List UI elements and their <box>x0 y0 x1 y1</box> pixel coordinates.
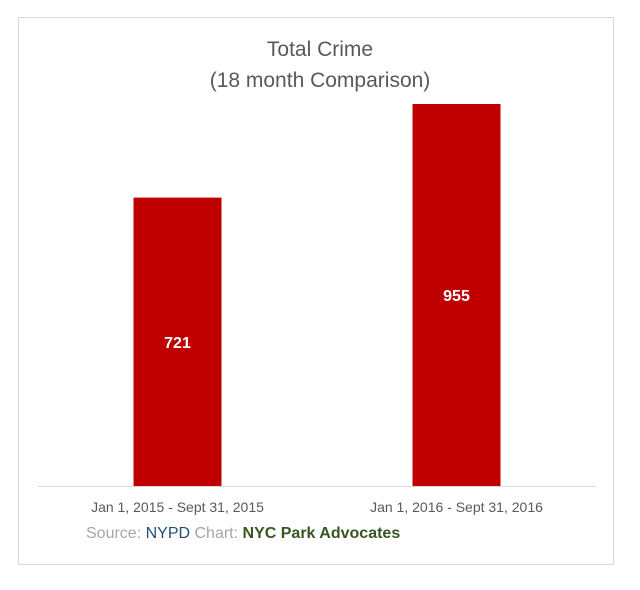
chart-frame <box>18 17 614 565</box>
data-label-2: 955 <box>443 288 470 305</box>
bars-layer: 721 Jan 1, 2015 - Sept 31, 2015 955 Jan 1, … <box>91 104 543 515</box>
chart-credit-name: NYC Park Advocates <box>242 525 401 542</box>
chart-source-note: Source: NYPD Chart: NYC Park Advocates <box>86 525 400 543</box>
source-prefix: Source: <box>86 525 142 542</box>
bar-1 <box>133 197 222 486</box>
chart-credit-prefix: Chart: <box>194 525 239 542</box>
chart-title-block: Total Crime (18 month Comparison) <box>0 34 640 96</box>
x-tick-label-2: Jan 1, 2016 - Sept 31, 2016 <box>370 499 543 515</box>
x-tick-label-1: Jan 1, 2015 - Sept 31, 2015 <box>91 499 264 515</box>
chart-title: Total Crime <box>266 38 374 61</box>
bar-2 <box>412 104 501 486</box>
source-name: NYPD <box>145 525 191 542</box>
data-label-1: 721 <box>164 335 191 352</box>
chart-subtitle: (18 month Comparison) <box>209 69 431 92</box>
